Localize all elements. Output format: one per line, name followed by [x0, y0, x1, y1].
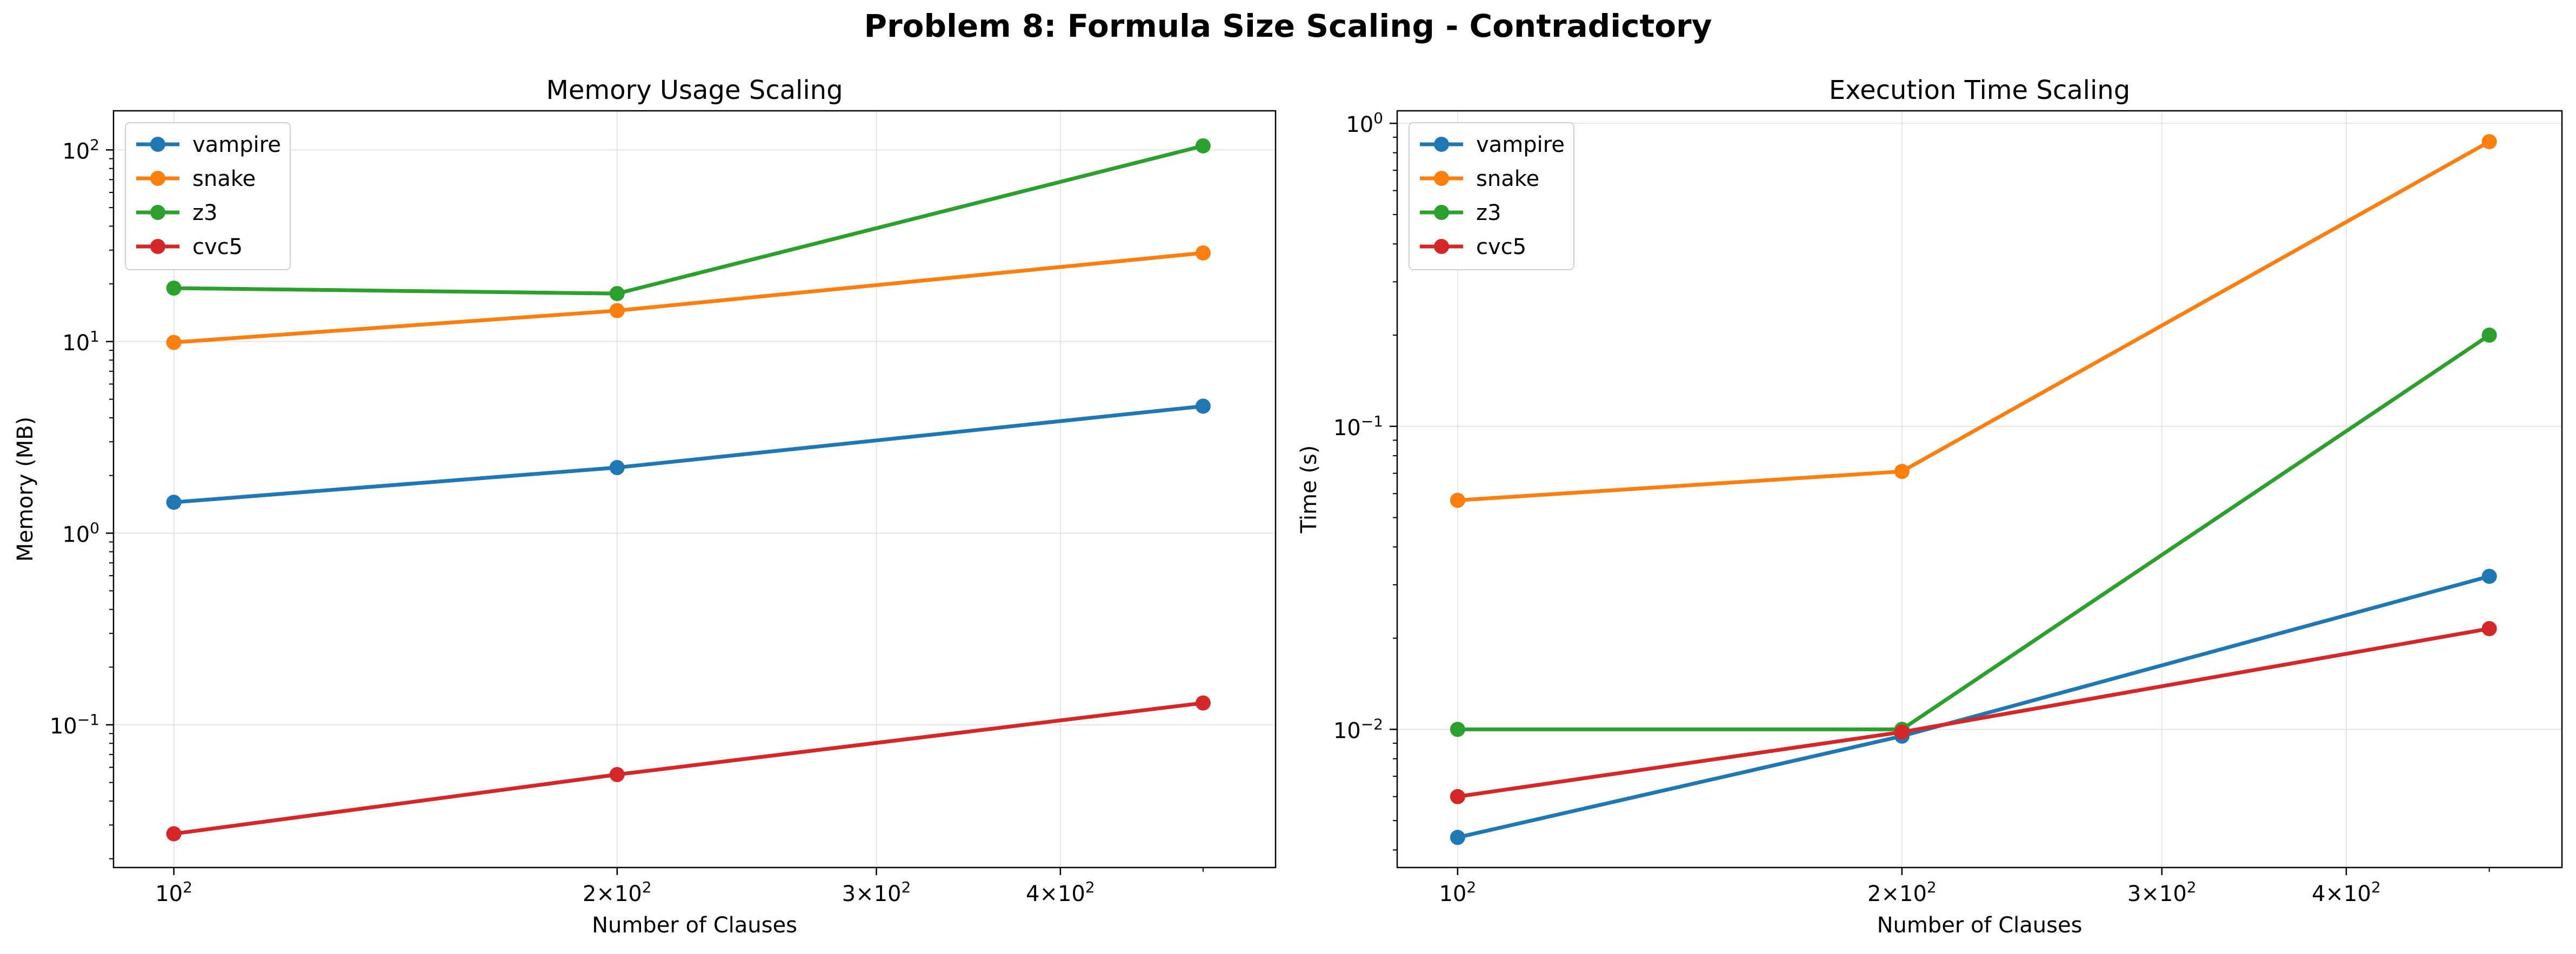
- time-legend-label-z3: z3: [1476, 201, 1501, 225]
- memory-legend-label-cvc5: cvc5: [192, 235, 243, 259]
- memory-legend: vampire snake z3 cvc5: [125, 122, 291, 270]
- memory-data-point-vampire: [1195, 398, 1211, 414]
- time-x-tick-label: 4×102: [2312, 878, 2381, 906]
- time-x-tick-label: 3×102: [2127, 878, 2197, 906]
- memory-data-point-snake: [609, 303, 625, 318]
- memory-data-point-snake: [1195, 245, 1211, 261]
- memory-y-tick-label: 100: [62, 519, 99, 547]
- time-y-tick-label: 10−1: [1333, 412, 1383, 441]
- time-legend-box: [1409, 122, 1574, 270]
- memory-legend-marker-z3: [150, 205, 165, 220]
- time-data-point-cvc5: [1894, 724, 1910, 740]
- figure-title: Problem 8: Formula Size Scaling - Contra…: [864, 8, 1712, 44]
- memory-y-tick-label: 10−1: [50, 711, 99, 739]
- time-legend-marker-cvc5: [1434, 239, 1449, 254]
- time-x-tick-label: 102: [1439, 878, 1476, 906]
- memory-data-point-z3: [166, 281, 182, 296]
- time-data-point-snake: [1894, 464, 1910, 479]
- memory-y-axis-label: Memory (MB): [13, 417, 38, 562]
- time-data-point-z3: [1450, 722, 1465, 737]
- time-data-point-snake: [1450, 492, 1465, 508]
- time-y-tick-label: 100: [1346, 109, 1383, 137]
- memory-x-tick-label: 102: [155, 878, 192, 906]
- memory-x-tick-label: 4×102: [1026, 878, 1095, 906]
- time-data-point-cvc5: [2481, 621, 2497, 637]
- memory-legend-label-z3: z3: [192, 201, 217, 225]
- execution-time-panel: Execution Time Scaling 102 2×102 3×102 4×102…: [1297, 75, 2563, 938]
- memory-x-axis-label: Number of Clauses: [592, 913, 797, 938]
- time-x-tick-label: 2×102: [1867, 878, 1937, 906]
- memory-x-tick-label: 2×102: [583, 878, 652, 906]
- time-data-point-vampire: [1450, 830, 1465, 845]
- memory-data-point-cvc5: [1195, 695, 1211, 711]
- time-legend-label-cvc5: cvc5: [1476, 235, 1526, 259]
- memory-chart-title: Memory Usage Scaling: [546, 75, 843, 105]
- time-legend: vampire snake z3 cvc5: [1409, 122, 1574, 270]
- time-data-point-vampire: [2481, 569, 2497, 584]
- memory-data-point-cvc5: [166, 826, 182, 842]
- memory-x-tick-label: 3×102: [842, 878, 911, 906]
- memory-legend-marker-cvc5: [150, 239, 165, 254]
- memory-legend-marker-snake: [150, 171, 165, 186]
- time-data-point-snake: [2481, 134, 2497, 150]
- time-legend-label-vampire: vampire: [1476, 132, 1565, 157]
- memory-data-point-vampire: [166, 495, 182, 510]
- time-x-axis-label: Number of Clauses: [1877, 913, 2083, 938]
- time-plot-frame: [1396, 110, 2563, 869]
- memory-legend-label-snake: snake: [192, 166, 256, 191]
- time-legend-marker-vampire: [1434, 137, 1449, 152]
- memory-legend-label-vampire: vampire: [192, 132, 281, 157]
- time-legend-marker-snake: [1434, 171, 1449, 186]
- memory-data-point-vampire: [609, 460, 625, 476]
- memory-legend-marker-vampire: [150, 137, 165, 152]
- time-data-point-cvc5: [1450, 789, 1465, 804]
- memory-data-point-cvc5: [609, 767, 625, 783]
- memory-data-point-snake: [166, 335, 182, 350]
- memory-data-point-z3: [609, 286, 625, 302]
- time-legend-label-snake: snake: [1476, 166, 1539, 191]
- memory-y-tick-label: 101: [62, 328, 99, 356]
- time-y-axis-label: Time (s): [1297, 445, 1322, 534]
- memory-legend-box: [125, 122, 291, 270]
- memory-data-point-z3: [1195, 138, 1211, 154]
- memory-y-tick-label: 102: [62, 136, 99, 164]
- memory-plot-frame: [112, 110, 1277, 869]
- time-data-point-z3: [2481, 328, 2497, 343]
- time-chart-title: Execution Time Scaling: [1829, 75, 2130, 105]
- time-legend-marker-z3: [1434, 205, 1449, 220]
- time-y-tick-label: 10−2: [1333, 715, 1383, 743]
- memory-usage-panel: Memory Usage Scaling 102 2×102 3×102 4×102 10…: [13, 75, 1277, 938]
